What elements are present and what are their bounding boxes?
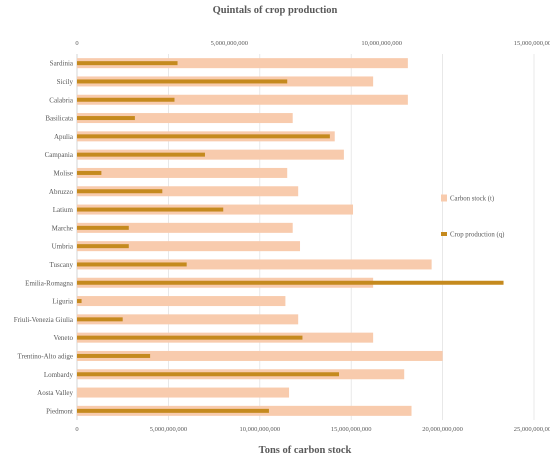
legend-label: Crop production (q) (450, 232, 504, 239)
legend-label: Carbon stock (t) (450, 196, 494, 203)
crop-production-bar (77, 335, 303, 340)
category-label: Friuli-Venezia Giulia (14, 316, 74, 324)
carbon-stock-bar (77, 314, 299, 325)
x-bottom-tick-label: 25,000,000,000 (514, 426, 550, 433)
legend: Carbon stock (t) Crop production (q) (441, 194, 504, 239)
crop-production-bar (77, 244, 129, 249)
crop-production-bar (77, 189, 163, 194)
x-axis-label: Tons of carbon stock (259, 445, 352, 456)
category-label: Calabria (49, 96, 74, 104)
crop-production-bar (77, 152, 205, 157)
crop-production-bar (77, 353, 151, 358)
carbon-stock-bar (77, 167, 288, 178)
x-bottom-tick-label: 10,000,000,000 (239, 426, 280, 433)
category-label: Piedmont (46, 407, 73, 415)
crop-production-bar (77, 225, 129, 230)
category-label: Campania (45, 151, 74, 159)
category-label: Trentino-Alto adige (17, 352, 73, 360)
category-label: Abruzzo (49, 188, 74, 196)
category-label: Apulia (54, 133, 74, 141)
carbon-stock-bar (77, 222, 293, 233)
carbon-stock-bar (77, 186, 299, 197)
carbon-stock-bar (77, 387, 290, 398)
crop-production-bar (77, 372, 340, 377)
legend-swatch (441, 232, 447, 236)
carbon-stock-bar (77, 94, 408, 105)
carbon-stock-bar (77, 149, 344, 160)
x-top-tick-label: 5,000,000,000 (211, 40, 248, 47)
category-label: Latium (53, 206, 74, 214)
carbon-stock-bar (77, 350, 443, 361)
crop-production-bar (77, 299, 82, 304)
crop-production-bar (77, 207, 224, 212)
crop-production-bar (77, 317, 123, 322)
x-bottom-tick-label: 0 (75, 426, 78, 433)
bars-layer (77, 58, 504, 416)
chart-title: Quintals of crop production (213, 5, 338, 16)
x-top-tick-label: 10,000,000,000 (361, 40, 402, 47)
crop-production-bar (77, 61, 178, 66)
carbon-stock-bar (77, 259, 432, 270)
category-label: Marche (52, 224, 73, 232)
category-label: Molise (54, 169, 73, 177)
category-label: Veneto (54, 334, 74, 342)
crop-production-bar (77, 262, 187, 267)
category-label: Basilicata (45, 115, 73, 123)
crop-production-bar (77, 116, 135, 121)
crop-production-bar (77, 97, 175, 102)
category-label: Umbria (52, 243, 74, 251)
category-label: Liguria (52, 298, 73, 306)
crop-production-bar (77, 134, 330, 139)
crop-production-bar (77, 280, 504, 285)
carbon-stock-bar (77, 296, 286, 307)
x-top-tick-label: 15,000,000,000 (514, 40, 550, 47)
crop-production-bar (77, 79, 288, 84)
crop-production-bar (77, 170, 102, 175)
labels-layer: 0 5,000,000,000 10,000,000,000 15,000,000,0… (14, 40, 550, 433)
category-label: Sardinia (50, 60, 74, 68)
x-top-tick-label: 0 (75, 40, 78, 47)
legend-swatch (441, 194, 447, 202)
category-label: Sicily (57, 78, 74, 86)
carbon-stock-bar (77, 113, 293, 124)
carbon-stock-bar (77, 241, 301, 252)
category-label: Emilia-Romagna (25, 279, 74, 287)
x-bottom-tick-label: 5,000,000,000 (150, 426, 187, 433)
category-label: Tuscany (50, 261, 74, 269)
category-label: Aosta Valley (37, 389, 73, 397)
crop-production-bar (77, 408, 269, 413)
category-label: Lombardy (44, 371, 74, 379)
carbon-stock-bar (77, 58, 408, 69)
x-bottom-tick-label: 15,000,000,000 (331, 426, 372, 433)
x-bottom-tick-label: 20,000,000,000 (422, 426, 463, 433)
